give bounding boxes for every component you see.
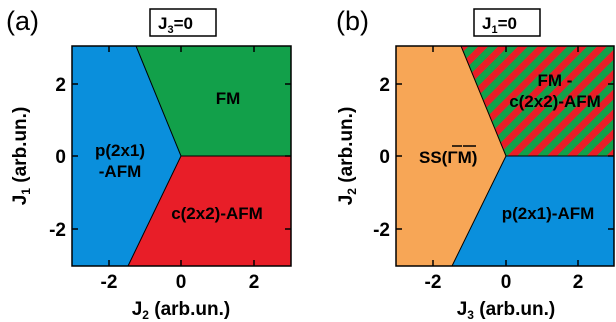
panel-a-label: (a)	[6, 6, 39, 36]
panel-a-condition-main: J	[158, 14, 167, 33]
panel-a-region-c2x2-afm	[128, 156, 291, 266]
panel-b-label: (b)	[336, 6, 369, 36]
panel-b-tick-marks	[396, 46, 614, 266]
panel-b-label-mixed-line1: FM -	[538, 71, 573, 90]
panel-a-tick-marks	[72, 46, 291, 266]
panel-a-ytick-0: 0	[55, 147, 66, 168]
svg-text:SS(ΓM): SS(ΓM)	[419, 148, 477, 167]
panel-a-xtick-m2: -2	[101, 272, 118, 293]
panel-b-condition-sub: 1	[491, 24, 497, 36]
panel-b-ss-m: M	[458, 148, 472, 167]
panel-a-condition-rest: =0	[174, 14, 193, 33]
panel-b-condition-box: J1=0	[473, 8, 541, 37]
panel-a-region-fm	[136, 46, 291, 156]
panel-a-ytick-2: 2	[55, 75, 66, 96]
panel-b-xaxis-title: J3 (arb.un.)	[457, 299, 556, 322]
panel-a-xtick-2: 2	[249, 272, 260, 293]
panel-a-label-p2x1-line2: -AFM	[99, 162, 141, 181]
panel-a-label-c2x2: c(2x2)-AFM	[171, 204, 263, 223]
svg-text:J3=0: J3=0	[158, 14, 193, 36]
panel-b-ytick-m2: -2	[373, 220, 390, 241]
panel-a-label-p2x1-line1: p(2x1)	[95, 141, 145, 160]
panel-b-xtick-2: 2	[573, 272, 584, 293]
panel-a-label-fm: FM	[216, 89, 241, 108]
panel-b-ytick-2: 2	[379, 75, 390, 96]
panel-a-yaxis-title: J1 (arb.un.)	[10, 107, 33, 206]
panel-b-xtick-m2: -2	[425, 272, 442, 293]
panel-b-ss-suffix: )	[472, 148, 478, 167]
panel-b: (b) J1=0 -2 0 2 2 0 -2 J3 (arb.un.) J2 (…	[336, 6, 615, 322]
panel-b-ss-prefix: SS(	[419, 148, 448, 167]
panel-b-label-mixed-line2: c(2x2)-AFM	[509, 92, 601, 111]
panel-b-ss-gamma: Γ	[447, 148, 457, 167]
panel-b-region-fm-c2x2-mixed	[461, 46, 614, 156]
panel-a-xaxis-title: J2 (arb.un.)	[132, 299, 231, 322]
panel-b-yaxis-title: J2 (arb.un.)	[336, 107, 359, 206]
panel-a: (a) J3=0 -2 0 2 2 0 -2 J2 (arb.un.) J1 (…	[6, 6, 292, 322]
panel-a-xtick-0: 0	[176, 272, 187, 293]
panel-b-label-p2x1: p(2x1)-AFM	[502, 204, 595, 223]
panel-b-condition-main: J	[482, 14, 491, 33]
svg-text:J1=0: J1=0	[482, 14, 517, 36]
panel-a-condition-sub: 3	[167, 24, 173, 36]
panel-a-ytick-m2: -2	[49, 220, 66, 241]
panel-a-region-p2x1-afm	[72, 46, 181, 266]
panel-b-xtick-0: 0	[501, 272, 512, 293]
panel-b-label-ss: SS(ΓM)	[419, 145, 477, 167]
panel-b-ytick-0: 0	[379, 147, 390, 168]
panel-a-condition-box: J3=0	[149, 8, 217, 37]
panel-b-condition-rest: =0	[498, 14, 517, 33]
